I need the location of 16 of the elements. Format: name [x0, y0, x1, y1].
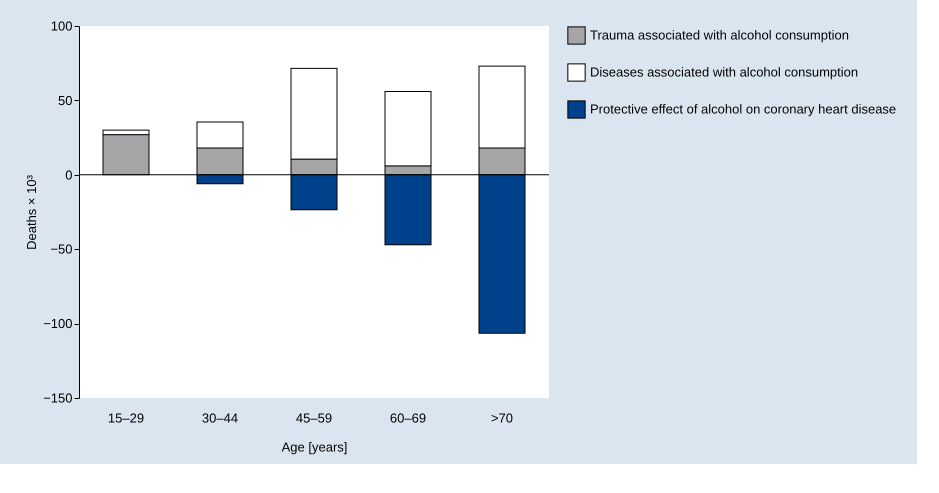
legend-label: Trauma associated with alcohol consumption [590, 28, 849, 42]
y-tick-label: 50 [58, 92, 72, 108]
x-tick-label: 60–69 [390, 410, 426, 426]
x-tick-label: 30–44 [202, 410, 238, 426]
y-tick-label: −150 [43, 390, 72, 406]
y-tick-label: 0 [65, 167, 72, 182]
x-axis-title: Age [years] [282, 440, 348, 454]
x-tick-label: >70 [490, 410, 514, 426]
y-axis-title: Deaths × 10³ [24, 174, 40, 250]
x-tick-label: 45–59 [296, 410, 332, 426]
y-tick-label: 100 [50, 18, 72, 34]
legend-label: Diseases associated with alcohol consumption [590, 64, 858, 80]
y-tick-label: −50 [50, 242, 72, 257]
x-tick-label: 15–29 [108, 410, 144, 426]
legend-label: Protective effect of alcohol on coronary heart disease [590, 102, 896, 116]
y-tick-label: −100 [43, 316, 72, 332]
